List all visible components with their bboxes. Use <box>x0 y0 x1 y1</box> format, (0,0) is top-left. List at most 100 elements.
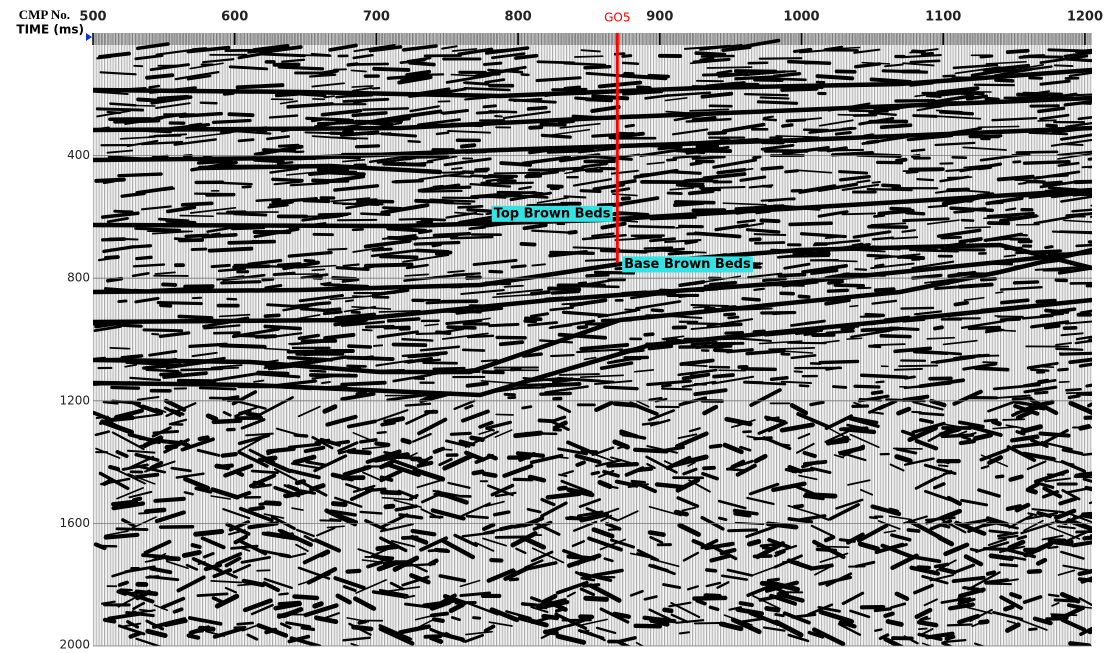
wavelet <box>386 586 421 593</box>
wavelet <box>111 499 138 507</box>
wavelet <box>670 613 689 624</box>
wavelet <box>549 319 596 329</box>
wavelet <box>93 542 107 551</box>
wavelet <box>678 396 708 407</box>
wavelet <box>1015 150 1059 154</box>
wavelet <box>196 159 234 165</box>
wavelet <box>682 551 700 562</box>
wavelet <box>635 85 652 90</box>
wavelet <box>144 555 173 563</box>
wavelet <box>536 196 569 204</box>
wavelet <box>871 299 898 305</box>
wavelet <box>881 254 904 258</box>
wavelet <box>618 349 645 355</box>
wavelet <box>610 187 631 193</box>
wavelet <box>110 385 141 390</box>
wavelet <box>351 305 392 310</box>
wavelet <box>585 273 610 278</box>
wavelet <box>795 169 833 174</box>
wavelet <box>1037 119 1057 122</box>
wavelet <box>828 503 860 521</box>
wavelet <box>682 467 698 476</box>
wavelet <box>685 177 714 182</box>
wavelet <box>767 197 793 202</box>
wavelet <box>864 312 886 318</box>
annotation-text: Top Brown Beds <box>494 206 611 221</box>
wavelet <box>205 413 219 422</box>
wavelet <box>1026 568 1043 575</box>
wavelet <box>888 515 912 521</box>
wavelet <box>352 87 373 92</box>
wavelet <box>344 299 354 303</box>
wavelet <box>548 249 588 258</box>
wavelet <box>359 438 378 444</box>
wavelet <box>912 400 944 411</box>
wavelet <box>379 536 408 553</box>
wavelet <box>1011 396 1033 401</box>
wavelet <box>706 66 753 69</box>
wavelet <box>1006 445 1037 463</box>
wavelet <box>464 96 491 101</box>
wavelet <box>790 354 817 360</box>
wavelet <box>223 570 238 579</box>
wavelet <box>371 590 406 599</box>
wavelet <box>302 198 331 204</box>
wavelet <box>341 278 360 283</box>
wavelet <box>773 581 800 592</box>
wavelet <box>707 130 728 136</box>
wavelet <box>410 619 433 633</box>
wavelet <box>1074 339 1092 345</box>
wavelet <box>853 401 862 406</box>
wavelet <box>727 315 740 320</box>
wavelet <box>429 627 447 637</box>
wavelet <box>784 169 799 174</box>
wavelet <box>116 323 143 328</box>
wavelet <box>648 608 671 621</box>
wavelet <box>733 511 752 518</box>
wavelet <box>159 303 173 308</box>
wavelet <box>599 248 648 254</box>
wavelet <box>508 98 557 104</box>
wavelet <box>809 400 825 407</box>
wavelet <box>491 52 526 60</box>
wavelet <box>1042 180 1063 186</box>
wavelet <box>484 500 505 508</box>
wavelet <box>591 568 624 578</box>
x-tick-label: 500 <box>79 10 106 25</box>
wavelet <box>1058 496 1078 506</box>
wavelet <box>291 507 304 511</box>
wavelet <box>829 428 851 441</box>
wavelet <box>573 55 604 58</box>
wavelet <box>376 117 391 122</box>
wavelet <box>375 359 414 367</box>
wavelet <box>486 181 534 185</box>
wavelet <box>610 456 632 464</box>
wavelet <box>974 642 986 646</box>
wavelet <box>103 287 144 293</box>
wavelet <box>447 269 465 274</box>
wavelet <box>405 409 435 425</box>
wavelet <box>954 520 987 536</box>
wavelet <box>218 343 267 349</box>
wavelet <box>1077 577 1092 583</box>
wavelet <box>269 167 300 174</box>
wavelet <box>866 187 913 192</box>
wavelet <box>759 96 790 100</box>
wavelet <box>616 510 639 522</box>
wavelet <box>484 46 530 55</box>
wavelet <box>1038 431 1071 438</box>
wavelet <box>674 431 709 449</box>
annotation-text: Base Brown Beds <box>624 257 751 272</box>
wavelet <box>322 310 343 316</box>
wavelet <box>780 86 819 92</box>
wavelet <box>571 540 585 548</box>
wavelet <box>1057 569 1076 576</box>
wavelet <box>1068 357 1092 365</box>
wavelet <box>488 322 520 328</box>
wavelet <box>593 379 633 386</box>
wavelet <box>252 483 272 489</box>
wavelet <box>651 564 676 576</box>
wavelet <box>827 279 844 285</box>
wavelet <box>753 233 787 237</box>
wavelet <box>117 172 163 178</box>
